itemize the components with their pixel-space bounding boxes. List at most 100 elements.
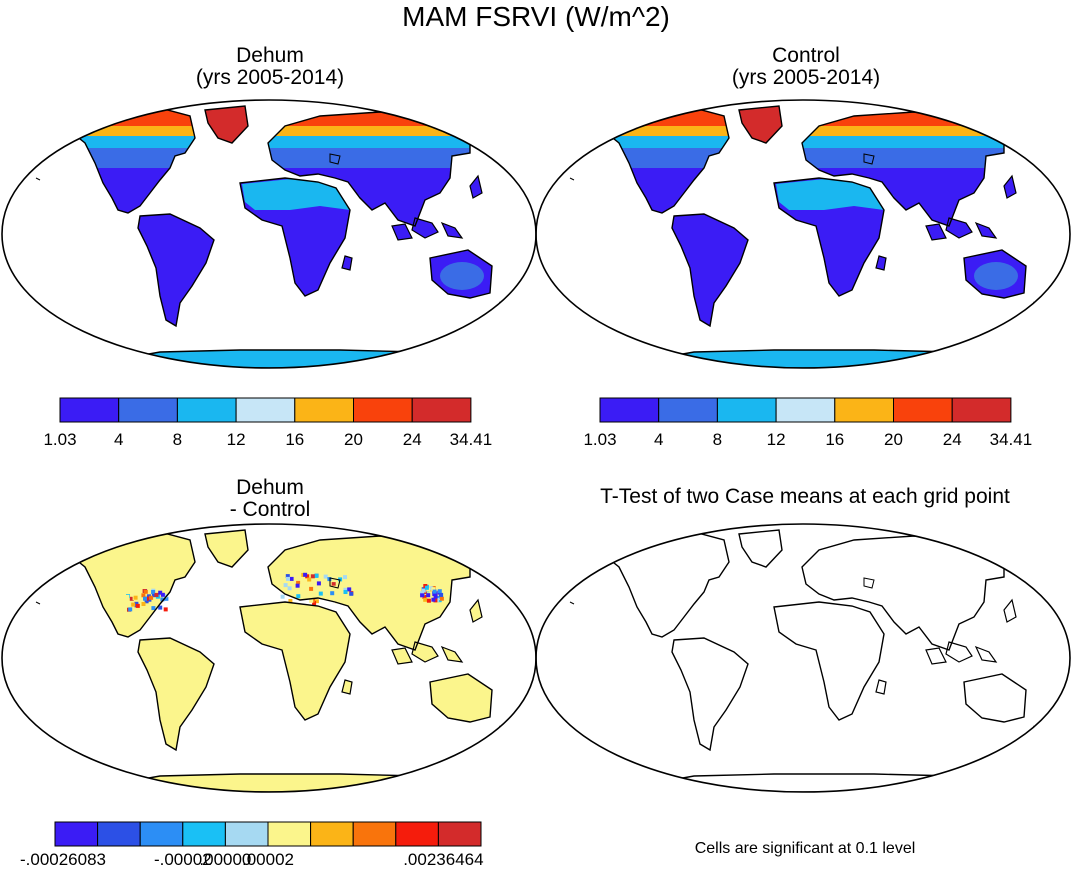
diff-coastline-africa	[239, 601, 351, 721]
diff-anomaly-cell-117	[439, 592, 443, 597]
control-arctic-band	[599, 106, 1026, 126]
diff-anomaly-cell-67	[316, 581, 321, 586]
control-cb-tick-label-5: 20	[884, 430, 903, 449]
control-cb-swatch-5	[893, 397, 953, 423]
ttest-note: Cells are significant at 0.1 level	[694, 840, 916, 857]
diff-cb-swatch-6	[310, 821, 354, 847]
diff-anomaly-cell-42	[296, 580, 301, 585]
control-cb-tick-label-1: 4	[654, 430, 663, 449]
diff-anomaly-cell-102	[426, 598, 431, 603]
diff-land-africa	[240, 602, 350, 720]
diff-anomaly-cell-41	[314, 573, 319, 578]
ttest-map	[535, 523, 1071, 793]
dehum-cb-tick-label-3: 12	[227, 430, 246, 449]
difference-colorbar: -.00026083 -.00002.00000.00002 .00236464	[20, 821, 484, 869]
dehum-island-outline-3	[469, 174, 483, 199]
diff-anomaly-cell-12	[146, 594, 151, 599]
diff-anomaly-cell-55	[314, 599, 319, 604]
dehum-title-line2: (yrs 2005-2014)	[195, 66, 345, 89]
diff-anomaly-cell-84	[437, 598, 442, 603]
dehum-island-outline-1	[411, 217, 439, 239]
control-map-border	[535, 99, 1071, 369]
control-island-outline-1	[945, 217, 973, 239]
control-cb-swatch-2	[716, 397, 777, 423]
control-coastline-australia	[963, 249, 1027, 299]
diff-cb-tick-label-4: .00236464	[403, 850, 483, 869]
diff-anomaly-cell-34	[160, 592, 165, 597]
ttest-coastline-southAmerica	[671, 637, 749, 752]
diff-anomaly-cell-52	[310, 583, 315, 588]
control-antarctic-fill	[599, 348, 1026, 368]
diff-anomaly-cell-47	[331, 582, 336, 587]
diff-island-outline-1	[411, 641, 439, 663]
diff-anomaly-cell-70	[296, 594, 301, 599]
dehum-caspian	[329, 153, 341, 165]
dehum-map	[1, 99, 537, 369]
dehum-island-outline-2	[440, 221, 464, 239]
control-island-2	[976, 223, 996, 238]
diff-title-line1: Dehum	[236, 476, 304, 499]
diff-anomaly-cell-45	[287, 586, 292, 591]
dehum-subarctic-band	[65, 134, 492, 148]
diff-land-greenland	[205, 530, 248, 567]
diff-anomaly-cell-20	[163, 594, 168, 599]
diff-anomaly-cell-65	[349, 591, 354, 596]
diff-anomaly-cell-28	[133, 595, 138, 600]
control-cb-tick-label-2: 8	[713, 430, 722, 449]
dehum-cb-tick-label-4: 16	[285, 430, 304, 449]
dehum-cb-tick-label-2: 8	[173, 430, 182, 449]
diff-hawaii	[35, 601, 41, 605]
ttest-panel-title: T-Test of two Case means at each grid po…	[600, 485, 1010, 508]
diff-anomaly-cell-11	[164, 596, 169, 601]
ttest-island-outline-0	[925, 647, 947, 665]
diff-anomaly-cell-36	[151, 606, 156, 611]
diff-anomaly-cell-80	[422, 594, 427, 599]
diff-anomaly-cell-62	[332, 595, 337, 600]
dehum-cb-swatch-4	[294, 397, 355, 423]
control-island-outline-0	[925, 223, 947, 241]
dehum-cb-tick-label-6: 24	[403, 430, 422, 449]
diff-anomaly-cell-35	[131, 602, 136, 607]
diff-anomaly-cell-33	[143, 589, 148, 594]
diff-anomaly-cell-68	[347, 587, 352, 592]
diff-anomaly-cell-110	[421, 588, 426, 593]
diff-anomaly-cell-118	[433, 594, 438, 599]
dehum-panel-title: Dehum (yrs 2005-2014)	[120, 45, 420, 89]
control-cb-swatch-0	[599, 397, 660, 423]
control-coastline-greenland	[738, 105, 783, 144]
difference-map	[1, 523, 537, 793]
diff-coastline-greenland	[204, 529, 249, 568]
diff-coastline-northAmerica	[64, 531, 196, 638]
dehum-cb-swatch-1	[118, 397, 178, 423]
control-cb-swatch-6	[951, 397, 1012, 423]
control-cb-tick-label-4: 16	[825, 430, 844, 449]
dehum-island-outline-5	[341, 255, 353, 271]
diff-island-outline-5	[341, 679, 353, 695]
diff-anomaly-cell-14	[128, 607, 133, 612]
dehum-antarctic-fill	[65, 348, 492, 368]
diff-panel-title: Dehum - Control	[120, 477, 420, 521]
control-greenland-fill	[739, 106, 782, 143]
diff-anomaly-cell-46	[280, 594, 285, 599]
diff-land-eurasia	[268, 536, 470, 650]
diff-cb-swatch-0	[54, 821, 99, 847]
ttest-caspian	[863, 577, 875, 589]
ttest-island-outline-4	[1033, 725, 1041, 742]
diff-anomaly-cell-119	[424, 585, 429, 590]
dehum-hawaii	[35, 177, 41, 181]
diff-anomaly-cell-15	[160, 597, 165, 602]
ttest-coastline-northAmerica	[598, 531, 730, 638]
diff-anomaly-cell-24	[135, 603, 140, 608]
diff-cb-swatch-3	[182, 821, 226, 847]
control-island-4	[1034, 303, 1040, 316]
diff-anomaly-cell-26	[154, 601, 159, 606]
diff-cb-swatch-5	[267, 821, 312, 847]
diff-cb-tick-label-1: -.00002	[154, 850, 212, 869]
control-coastline-africa	[773, 177, 885, 297]
diff-anomaly-cell-58	[335, 599, 340, 604]
control-cb-tick-label-3: 12	[767, 430, 786, 449]
ttest-coastline-greenland	[738, 529, 783, 568]
control-coastline-northAmerica	[598, 107, 730, 214]
ttest-island-outline-1	[945, 641, 973, 663]
control-island-outline-3	[1003, 174, 1017, 199]
